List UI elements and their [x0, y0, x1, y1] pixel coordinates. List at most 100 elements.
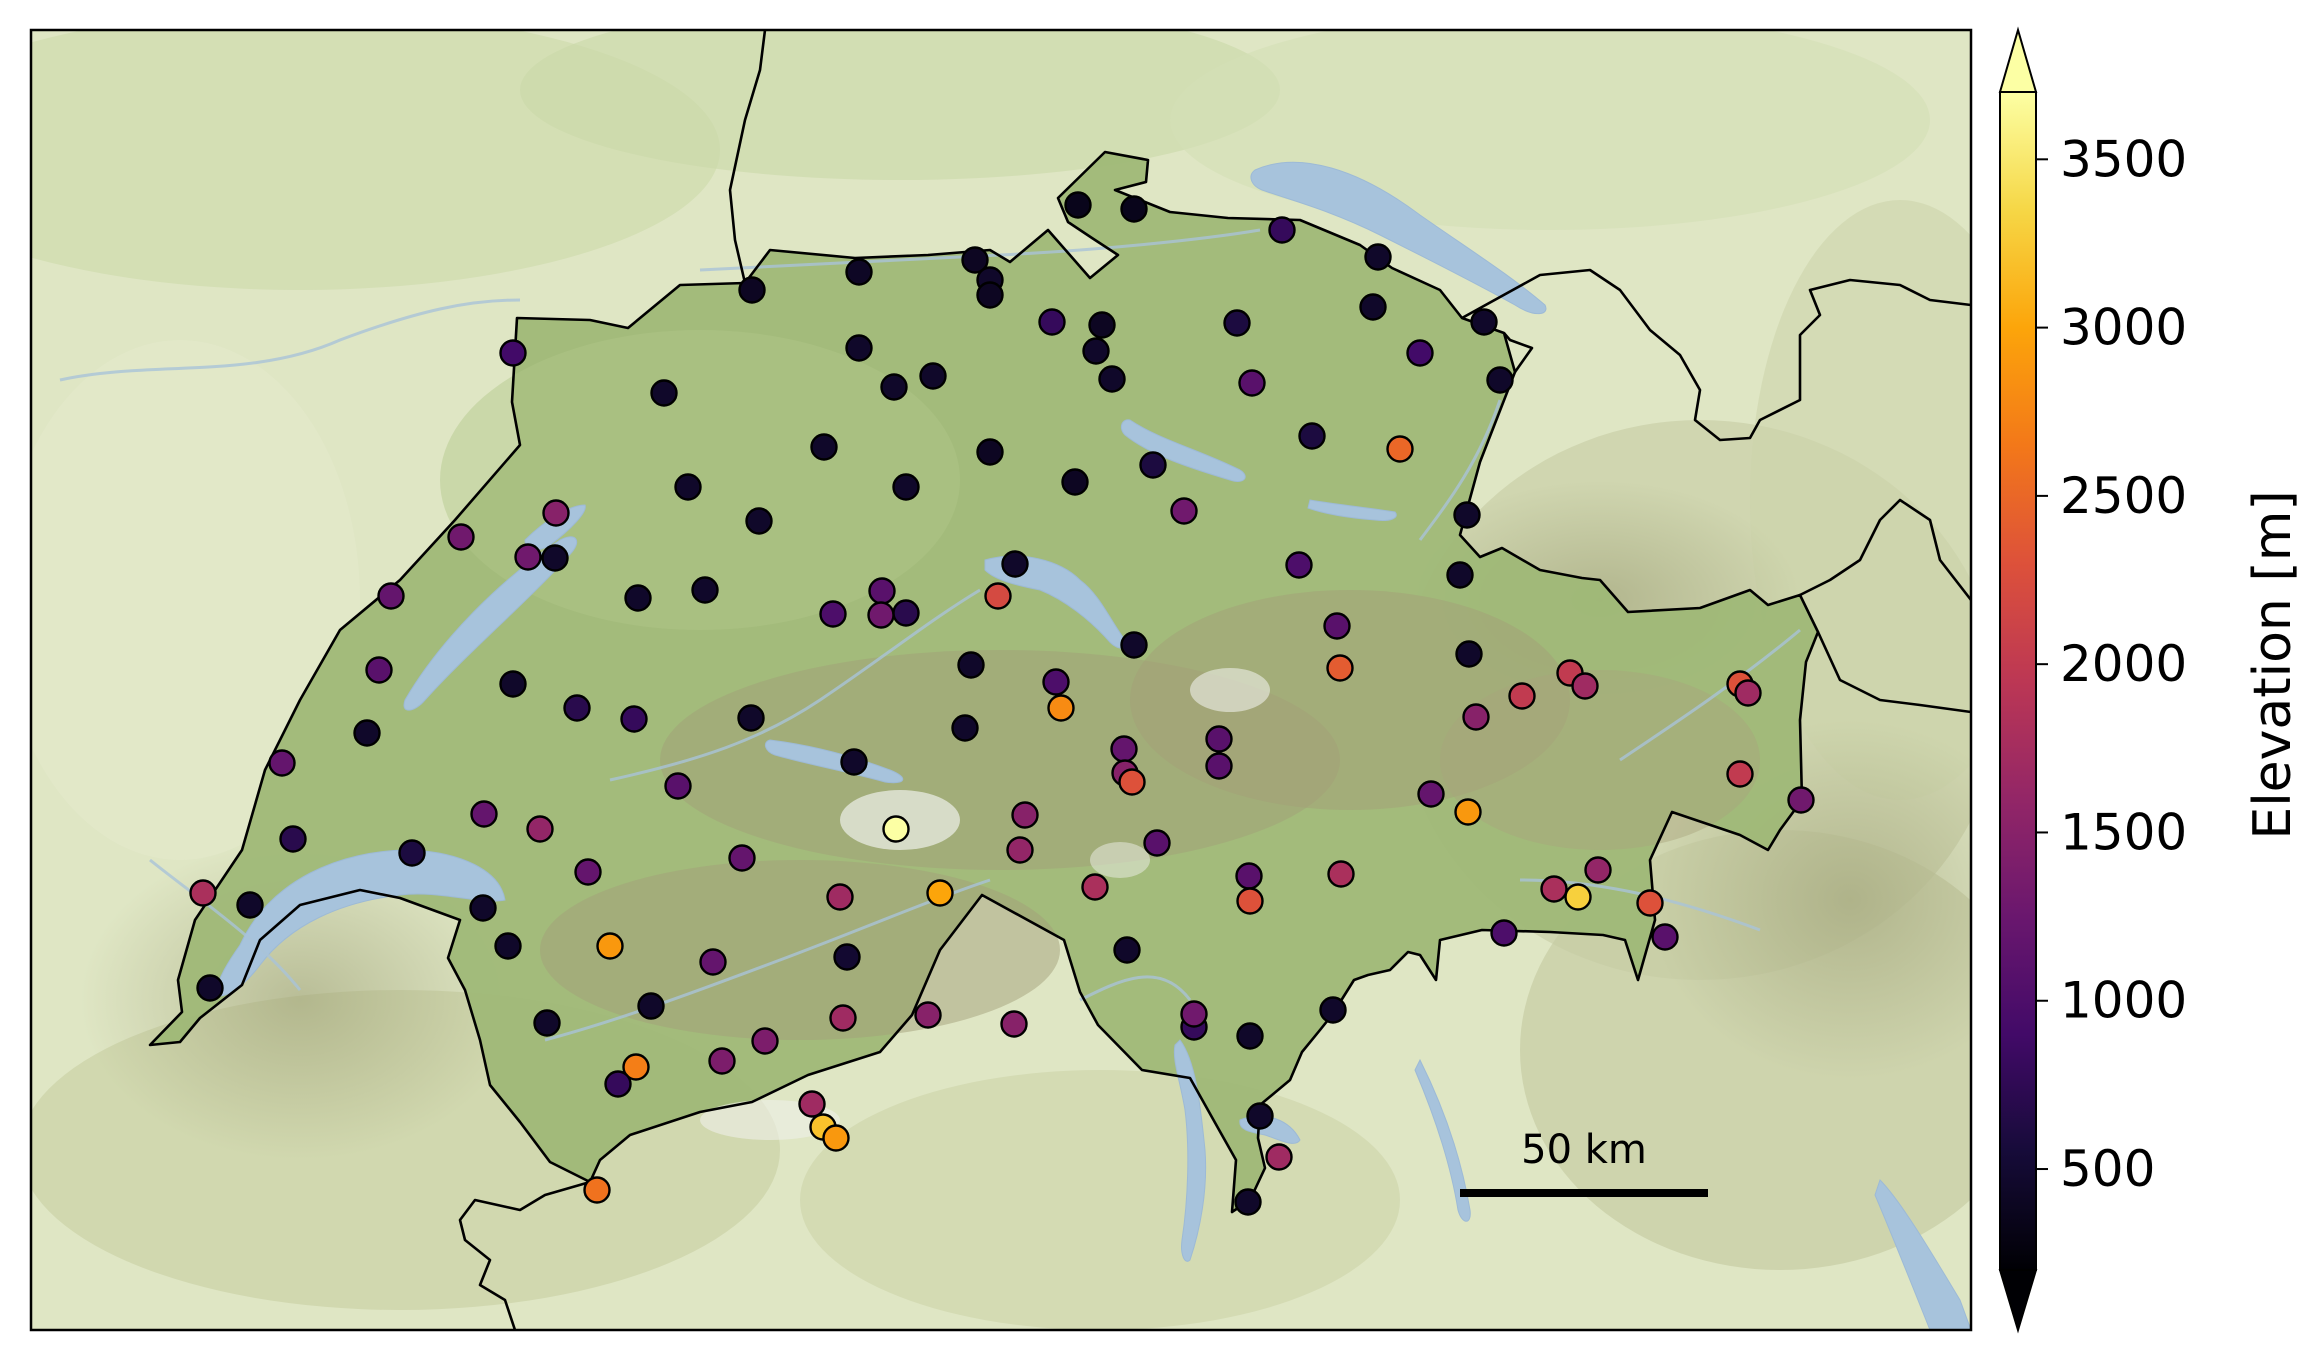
- station-marker: [867, 601, 895, 629]
- map-frame: [29, 28, 1973, 1332]
- lake-thun-brienz: [764, 739, 903, 784]
- station-marker: [1238, 369, 1266, 397]
- station-marker: [624, 584, 652, 612]
- station-marker: [728, 844, 756, 872]
- station-marker: [1323, 612, 1351, 640]
- station-marker: [1205, 725, 1233, 753]
- station-marker: [1508, 682, 1536, 710]
- station-marker: [1081, 873, 1109, 901]
- station-marker: [189, 879, 217, 907]
- station-marker: [1455, 640, 1483, 668]
- colorbar-tick-label: 2000: [2060, 635, 2187, 693]
- station-marker: [1180, 1000, 1208, 1028]
- station-marker: [1118, 768, 1146, 796]
- station-marker: [826, 883, 854, 911]
- station-marker: [1787, 786, 1815, 814]
- station-marker: [976, 281, 1004, 309]
- station-marker: [976, 438, 1004, 466]
- station-marker: [737, 704, 765, 732]
- station-marker: [914, 1001, 942, 1029]
- colorbar-ticks: 500 1000 1500 2000 2500 3000 3500: [2036, 130, 2187, 1198]
- border-italy-east: [1816, 631, 1971, 714]
- colorbar-tick-label: 1000: [2060, 972, 2187, 1030]
- station-marker: [880, 373, 908, 401]
- station-marker: [583, 1176, 611, 1204]
- station-marker: [622, 1053, 650, 1081]
- station-marker: [1359, 293, 1387, 321]
- station-marker: [514, 543, 542, 571]
- switzerland-border: [148, 150, 1820, 1214]
- station-marker: [1001, 550, 1029, 578]
- station-marker: [1268, 216, 1296, 244]
- scale-bar-label: 50 km: [1521, 1127, 1647, 1173]
- station-marker: [1223, 309, 1251, 337]
- station-marker: [1486, 366, 1514, 394]
- station-marker: [279, 825, 307, 853]
- station-marker: [751, 1027, 779, 1055]
- country-borders: [148, 30, 1971, 1330]
- colorbar-extend-bottom: [1998, 1269, 2038, 1334]
- station-marker: [494, 932, 522, 960]
- lake-maggiore: [1173, 1039, 1207, 1262]
- station-marker: [1143, 829, 1171, 857]
- station-marker: [1236, 887, 1264, 915]
- station-marker: [1006, 836, 1034, 864]
- station-marker: [1446, 561, 1474, 589]
- station-marker: [833, 943, 861, 971]
- station-marker: [829, 1004, 857, 1032]
- station-marker: [1170, 497, 1198, 525]
- station-marker: [650, 379, 678, 407]
- station-marker: [1285, 551, 1313, 579]
- station-marker: [596, 932, 624, 960]
- station-marker: [398, 839, 426, 867]
- stations-layer: [189, 191, 1815, 1216]
- colorbar-tick-label: 3500: [2060, 130, 2187, 188]
- station-marker: [1098, 365, 1126, 393]
- station-marker: [1110, 735, 1138, 763]
- station-marker: [984, 582, 1012, 610]
- station-marker: [1120, 195, 1148, 223]
- station-marker: [1234, 1188, 1262, 1216]
- station-marker: [377, 582, 405, 610]
- station-marker: [1205, 752, 1233, 780]
- station-marker: [1364, 243, 1392, 271]
- rivers: [59, 228, 1801, 1042]
- station-marker: [951, 714, 979, 742]
- station-marker: [845, 258, 873, 286]
- station-marker: [1047, 694, 1075, 722]
- station-marker: [563, 694, 591, 722]
- station-marker: [745, 507, 773, 535]
- border-austria-germany-north: [1461, 268, 1971, 442]
- station-marker: [1246, 1102, 1274, 1130]
- station-marker: [819, 600, 847, 628]
- lakes: [214, 161, 1971, 1330]
- station-marker: [1386, 435, 1414, 463]
- station-marker: [533, 1009, 561, 1037]
- station-marker: [1651, 923, 1679, 951]
- station-marker: [810, 433, 838, 461]
- lake-como: [1414, 1058, 1471, 1222]
- station-marker: [1726, 760, 1754, 788]
- station-marker: [957, 651, 985, 679]
- colorbar-tick-label: 3000: [2060, 299, 2187, 357]
- station-marker: [674, 473, 702, 501]
- station-marker: [1470, 308, 1498, 336]
- border-austria-italy: [1799, 498, 1971, 601]
- station-marker: [1000, 1010, 1028, 1038]
- station-marker: [353, 719, 381, 747]
- lake-zurich: [1120, 419, 1246, 482]
- lake-geneva: [214, 849, 506, 997]
- station-marker: [691, 576, 719, 604]
- border-france-germany: [728, 30, 767, 284]
- station-marker: [840, 748, 868, 776]
- station-marker: [868, 577, 896, 605]
- station-marker: [1636, 889, 1664, 917]
- station-marker: [664, 772, 692, 800]
- station-marker: [542, 499, 570, 527]
- station-marker: [919, 362, 947, 390]
- station-marker: [798, 1090, 826, 1118]
- station-marker: [1235, 862, 1263, 890]
- colorbar-extend-top: [1998, 26, 2038, 93]
- station-marker: [1236, 1022, 1264, 1050]
